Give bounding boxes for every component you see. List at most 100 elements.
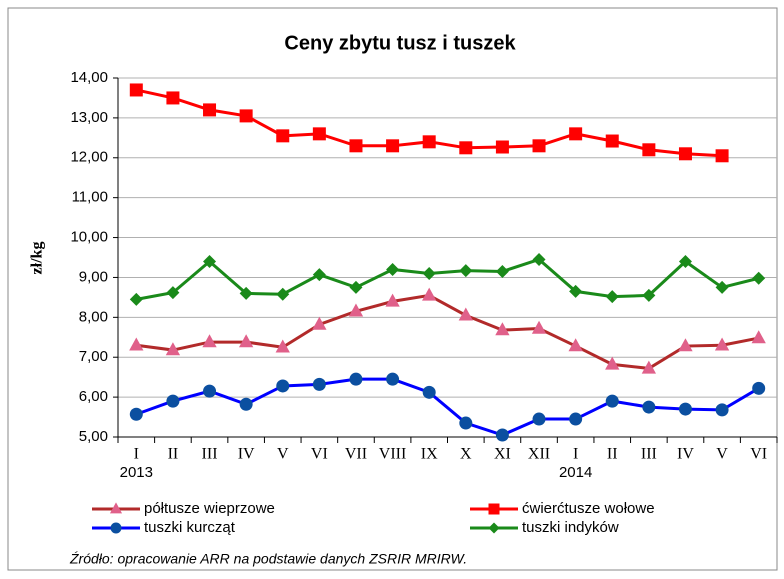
x-tick-label: I bbox=[573, 446, 578, 463]
chart-title: Ceny zbytu tusz i tuszek bbox=[284, 32, 516, 54]
data-point bbox=[642, 400, 656, 414]
y-tick-label: 10,00 bbox=[70, 229, 108, 246]
y-tick-label: 13,00 bbox=[70, 109, 108, 126]
data-point bbox=[569, 127, 583, 141]
y-tick-label: 8,00 bbox=[79, 308, 108, 325]
series-line bbox=[136, 257, 760, 301]
data-point bbox=[203, 384, 217, 398]
data-point bbox=[386, 139, 400, 153]
data-point bbox=[495, 322, 510, 336]
data-point bbox=[752, 381, 766, 395]
legend-marker bbox=[110, 522, 122, 534]
data-point bbox=[569, 412, 583, 426]
x-tick-label: II bbox=[607, 446, 618, 463]
data-point bbox=[166, 286, 180, 300]
data-point bbox=[312, 127, 326, 141]
data-point bbox=[422, 287, 437, 301]
data-point bbox=[385, 293, 400, 307]
y-axis-label: zł/kg bbox=[29, 242, 46, 275]
data-point bbox=[129, 83, 143, 97]
data-point bbox=[459, 141, 473, 155]
data-point bbox=[458, 307, 473, 321]
y-tick-label: 14,00 bbox=[70, 69, 108, 86]
data-point bbox=[495, 140, 509, 154]
data-point bbox=[276, 287, 290, 301]
data-point bbox=[714, 337, 730, 351]
data-point bbox=[605, 356, 620, 370]
data-point bbox=[605, 134, 619, 148]
year-label: 2014 bbox=[559, 464, 592, 481]
x-tick-label: XI bbox=[494, 446, 511, 463]
data-point bbox=[495, 264, 509, 278]
data-point bbox=[495, 428, 509, 442]
legend-marker bbox=[109, 502, 123, 514]
data-point bbox=[166, 91, 180, 105]
data-point bbox=[532, 412, 546, 426]
y-tick-label: 5,00 bbox=[79, 428, 108, 445]
data-point bbox=[386, 262, 400, 276]
x-tick-label: II bbox=[168, 446, 179, 463]
data-point bbox=[532, 252, 546, 266]
x-tick-label: VII bbox=[345, 446, 367, 463]
data-point bbox=[203, 254, 217, 268]
data-point bbox=[276, 379, 290, 393]
data-point bbox=[312, 268, 326, 282]
y-tick-label: 7,00 bbox=[79, 348, 108, 365]
data-point bbox=[678, 147, 692, 161]
data-point bbox=[203, 103, 217, 117]
data-point bbox=[349, 139, 363, 153]
x-tick-label: V bbox=[716, 446, 728, 463]
x-tick-label: VIII bbox=[379, 446, 407, 463]
data-point bbox=[751, 330, 766, 344]
data-point bbox=[166, 394, 180, 408]
data-point bbox=[312, 316, 327, 330]
x-tick-label: I bbox=[134, 446, 139, 463]
data-point bbox=[678, 254, 692, 268]
legend-marker bbox=[488, 522, 500, 534]
x-tick-label: IX bbox=[421, 446, 438, 463]
data-point bbox=[276, 129, 290, 143]
data-point bbox=[239, 109, 253, 123]
x-tick-label: IV bbox=[677, 446, 694, 463]
data-point bbox=[349, 280, 363, 294]
data-point bbox=[275, 339, 290, 353]
series-line bbox=[136, 293, 759, 370]
data-point bbox=[312, 377, 326, 391]
data-point bbox=[605, 394, 619, 408]
data-point bbox=[531, 320, 547, 334]
legend-label: tuszki indyków bbox=[522, 519, 619, 536]
x-tick-label: X bbox=[460, 446, 472, 463]
data-point bbox=[422, 385, 436, 399]
legend-label: półtusze wieprzowe bbox=[144, 500, 275, 517]
data-point bbox=[532, 139, 546, 153]
data-point bbox=[422, 135, 436, 149]
data-point bbox=[239, 397, 253, 411]
data-point bbox=[386, 372, 400, 386]
data-point bbox=[165, 342, 181, 356]
data-point bbox=[239, 286, 253, 300]
data-point bbox=[129, 292, 143, 306]
data-point bbox=[238, 334, 254, 348]
y-tick-label: 12,00 bbox=[70, 149, 108, 166]
x-tick-label: III bbox=[202, 446, 218, 463]
data-point bbox=[715, 403, 729, 417]
x-tick-label: IV bbox=[238, 446, 255, 463]
data-point bbox=[715, 280, 729, 294]
x-tick-label: VI bbox=[750, 446, 767, 463]
data-point bbox=[605, 290, 619, 304]
data-point bbox=[752, 271, 766, 285]
x-tick-label: V bbox=[277, 446, 289, 463]
data-point bbox=[642, 288, 656, 302]
data-point bbox=[642, 143, 656, 157]
data-point bbox=[715, 149, 729, 163]
y-tick-label: 6,00 bbox=[79, 388, 108, 405]
data-point bbox=[641, 360, 657, 374]
data-point bbox=[129, 337, 144, 351]
data-point bbox=[129, 407, 143, 421]
x-tick-label: XII bbox=[528, 446, 550, 463]
y-tick-label: 11,00 bbox=[72, 189, 108, 206]
data-point bbox=[422, 266, 436, 280]
data-point bbox=[569, 284, 583, 298]
data-point bbox=[459, 264, 473, 278]
